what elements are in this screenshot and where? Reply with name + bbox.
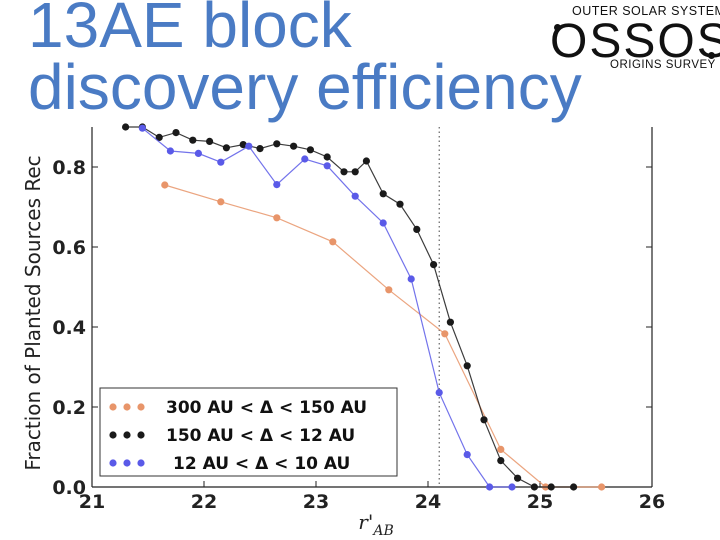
data-point [351, 192, 359, 200]
data-point [217, 198, 225, 206]
data-point [340, 168, 348, 176]
logo-top-text: OUTER SOLAR SYSTEM [572, 4, 720, 18]
legend-label: 12 AU < Δ < 10 AU [173, 454, 350, 474]
data-point [435, 389, 443, 397]
logo-dot-icon [554, 24, 561, 31]
legend-box [99, 387, 398, 477]
data-point [172, 129, 180, 137]
data-point [155, 133, 163, 141]
data-point [122, 123, 130, 131]
data-point [189, 136, 197, 144]
logo-dot-icon [708, 52, 715, 59]
data-point [486, 483, 494, 491]
data-point [379, 190, 387, 198]
data-point [547, 483, 555, 491]
legend-marker [137, 459, 145, 467]
data-point [323, 153, 331, 161]
data-point [514, 474, 522, 482]
data-point [497, 445, 505, 453]
data-point [329, 238, 337, 246]
data-point [351, 168, 359, 176]
data-point [245, 142, 253, 150]
data-point [256, 145, 264, 153]
y-axis-label: Fraction of Planted Sources Rec [21, 155, 45, 470]
data-point [396, 200, 404, 208]
y-tick-label: 0.0 [52, 477, 86, 499]
data-point [508, 483, 516, 491]
data-point [323, 162, 331, 170]
data-point [441, 330, 449, 338]
series-line-2 [125, 126, 574, 488]
legend-label: 300 AU < Δ < 150 AU [166, 398, 367, 418]
data-point [385, 286, 393, 294]
data-point [217, 158, 225, 166]
data-point [430, 261, 438, 269]
x-tick-label: 23 [303, 491, 329, 513]
data-point [161, 181, 169, 189]
x-tick-label: 25 [527, 491, 553, 513]
legend-marker [109, 403, 117, 411]
x-tick-label: 21 [79, 491, 105, 513]
logo-bottom-text: ORIGINS SURVEY [610, 59, 716, 71]
data-point [206, 137, 214, 145]
data-point [407, 275, 415, 283]
data-point [273, 140, 281, 148]
x-tick-label: 26 [639, 491, 665, 513]
data-point [413, 225, 421, 233]
slide-title-line-1: 13AE block [28, 0, 352, 61]
data-point [306, 146, 314, 154]
legend-marker [123, 403, 131, 411]
slide-title-line-2: discovery efficiency [28, 51, 582, 123]
y-tick-label: 0.6 [52, 237, 86, 259]
legend-label: 150 AU < Δ < 12 AU [166, 426, 355, 446]
data-point [138, 124, 146, 132]
slide-title: 13AE block discovery efficiency [28, 0, 582, 119]
data-point [290, 142, 298, 150]
data-point [222, 144, 230, 152]
data-point [446, 318, 454, 326]
data-point [497, 457, 505, 465]
data-point [463, 362, 471, 370]
legend-marker [123, 431, 131, 439]
data-point [239, 141, 247, 149]
data-point [480, 416, 488, 424]
legend-marker [137, 403, 145, 411]
data-point [166, 147, 174, 155]
data-point [273, 181, 281, 189]
data-point [570, 483, 578, 491]
data-point [598, 483, 606, 491]
legend-marker [109, 431, 117, 439]
x-tick-label: 22 [191, 491, 217, 513]
y-tick-label: 0.2 [52, 397, 86, 419]
logo-main-text: OSSOS [550, 15, 720, 68]
data-point [273, 214, 281, 222]
y-tick-label: 0.4 [52, 317, 86, 339]
data-point [301, 155, 309, 163]
x-axis-label: r'AB [358, 510, 393, 539]
data-point [530, 483, 539, 491]
y-tick-label: 0.8 [52, 157, 86, 179]
x-tick-label: 24 [415, 491, 441, 513]
ossos-logo: OUTER SOLAR SYSTEM OSSOS ORIGINS SURVEY [550, 4, 720, 74]
data-point [379, 219, 387, 227]
legend-marker [109, 459, 117, 467]
data-point [463, 451, 471, 459]
data-point [194, 149, 202, 157]
legend-marker [137, 431, 145, 439]
data-point [362, 157, 370, 165]
legend-marker [123, 459, 131, 467]
